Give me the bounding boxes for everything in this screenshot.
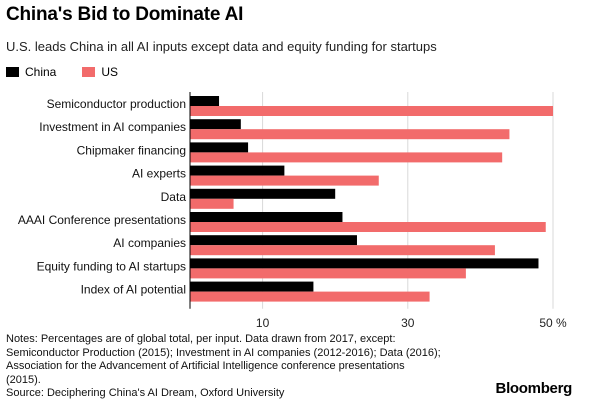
legend-label-china: China xyxy=(25,65,57,79)
category-label: Data xyxy=(161,190,187,204)
legend: China US xyxy=(6,65,144,79)
bar-china xyxy=(190,281,314,292)
bar-us xyxy=(190,129,510,140)
category-label: Index of AI potential xyxy=(81,283,186,297)
legend-swatch-us xyxy=(82,67,96,77)
bar-us xyxy=(190,106,553,116)
bar-us xyxy=(190,245,495,256)
source-line: Source: Deciphering China's AI Dream, Ox… xyxy=(6,387,285,399)
category-label: AAAI Conference presentations xyxy=(18,213,186,227)
x-tick-label: 10 xyxy=(256,316,270,330)
note-line: (2015). xyxy=(6,373,41,386)
category-label: Investment in AI companies xyxy=(39,120,186,134)
bar-us xyxy=(190,291,430,302)
category-label: AI experts xyxy=(132,167,186,181)
bar-us xyxy=(190,152,503,163)
chart-subtitle: U.S. leads China in all AI inputs except… xyxy=(6,39,437,54)
x-tick-label: 50 % xyxy=(539,316,567,330)
category-label: Equity funding to AI startups xyxy=(37,259,186,273)
bar-china xyxy=(190,119,241,130)
bloomberg-logo: Bloomberg xyxy=(495,380,573,397)
bar-china xyxy=(190,258,539,269)
bar-china xyxy=(190,188,336,199)
bar-us xyxy=(190,175,379,186)
legend-item-us: US xyxy=(82,65,118,79)
note-line: Association for the Advancement of Artif… xyxy=(6,360,405,372)
category-label: Semiconductor production xyxy=(47,97,186,111)
x-tick-label: 30 xyxy=(401,316,415,330)
bar-us xyxy=(190,198,234,209)
category-label: Chipmaker financing xyxy=(77,143,186,157)
bar-china xyxy=(190,165,285,176)
bar-us xyxy=(190,268,466,279)
chart-notes: Notes: Percentages are of global total, … xyxy=(6,333,566,401)
bar-china xyxy=(190,235,357,246)
legend-item-china: China xyxy=(6,65,56,79)
chart-title: China's Bid to Dominate AI xyxy=(6,4,244,25)
bar-china xyxy=(190,142,249,153)
bar-chart: 10 30 50 % Semiconductor production Investme… xyxy=(18,92,567,330)
legend-label-us: US xyxy=(101,65,119,79)
legend-swatch-china xyxy=(6,67,19,77)
bar-china xyxy=(190,212,343,222)
note-line: Notes: Percentages are of global total, … xyxy=(6,333,396,345)
category-label: AI companies xyxy=(113,236,186,250)
bar-china xyxy=(190,96,220,106)
bar-us xyxy=(190,222,546,232)
note-line: Semiconductor Production (2015); Investm… xyxy=(6,346,441,359)
